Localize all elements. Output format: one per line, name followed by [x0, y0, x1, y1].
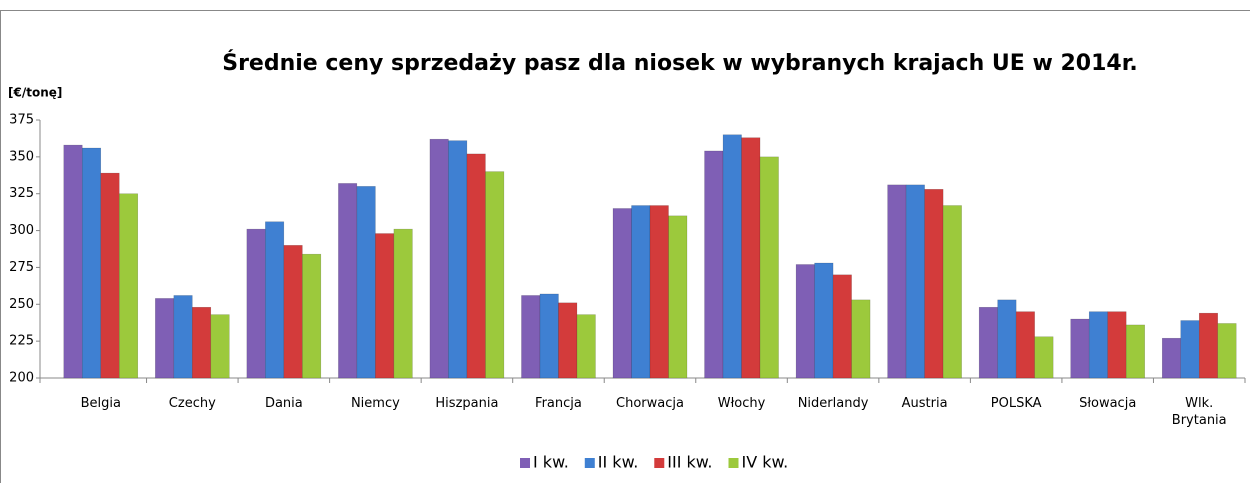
bar	[485, 171, 505, 379]
bar	[466, 153, 486, 379]
x-tick-label: Niderlandy	[797, 396, 869, 411]
bar	[302, 253, 322, 379]
bar	[375, 233, 395, 379]
bar	[1217, 323, 1237, 379]
bar	[173, 295, 193, 379]
bar	[887, 184, 907, 379]
legend-label: IV kw.	[742, 453, 789, 472]
x-tick-label: Francja	[535, 396, 582, 411]
bar	[978, 306, 998, 379]
x-tick-label: Czechy	[168, 396, 216, 411]
bar	[997, 299, 1017, 379]
bar	[795, 264, 815, 379]
bar	[448, 140, 468, 379]
y-tick-label: 250	[9, 297, 34, 312]
x-tick-label: Niemcy	[350, 396, 400, 411]
bar	[283, 245, 303, 379]
y-tick-label: 275	[9, 260, 34, 275]
x-tick-label: Dania	[264, 396, 303, 411]
x-tick-label: POLSKA	[990, 396, 1042, 411]
x-tick-label: Włochy	[717, 396, 766, 411]
legend-label: III kw.	[667, 453, 712, 472]
legend-swatch	[584, 458, 595, 468]
bar	[649, 205, 669, 379]
bar	[1088, 311, 1108, 379]
bar	[338, 183, 358, 379]
bar	[539, 293, 559, 379]
bar	[814, 262, 834, 379]
bar	[612, 208, 632, 379]
legend-label: I kw.	[533, 453, 569, 472]
bar	[704, 150, 724, 379]
x-tick-label: Słowacja	[1079, 396, 1137, 411]
bar	[119, 193, 139, 379]
bar	[722, 134, 742, 379]
bar	[631, 205, 651, 379]
chart-title: Średnie ceny sprzedaży pasz dla niosek w…	[222, 50, 1138, 76]
bar	[1125, 324, 1145, 379]
bar	[82, 147, 102, 379]
y-tick-label: 225	[9, 334, 34, 349]
y-tick-label: 375	[9, 113, 34, 128]
bar	[192, 306, 212, 379]
y-tick-label: 200	[9, 371, 34, 386]
chart-border	[0, 10, 1250, 483]
x-tick-label: Austria	[901, 396, 948, 411]
bar	[393, 228, 413, 379]
bar	[576, 314, 596, 379]
legend-swatch	[654, 458, 665, 468]
y-tick-label: 300	[9, 223, 34, 238]
bar	[246, 228, 266, 379]
y-tick-label: 350	[9, 149, 34, 164]
bar	[905, 184, 925, 379]
bar	[1198, 312, 1218, 379]
bar	[759, 156, 779, 379]
bar	[155, 298, 175, 379]
bar	[63, 144, 83, 379]
bar	[100, 172, 120, 379]
bar	[942, 205, 962, 379]
legend-swatch	[520, 458, 530, 468]
legend-label: II kw.	[598, 453, 639, 472]
bar	[851, 299, 871, 379]
bar	[1107, 311, 1127, 379]
bar	[265, 221, 285, 379]
legend-swatch	[728, 458, 739, 468]
bar	[521, 295, 541, 379]
bar	[1180, 320, 1200, 379]
x-tick-label: Chorwacja	[616, 396, 684, 411]
bar	[924, 189, 944, 379]
bar	[832, 274, 852, 379]
bar	[429, 138, 449, 379]
bar	[1070, 318, 1090, 379]
bar	[356, 186, 376, 379]
y-axis-label: [€/tonę]	[8, 86, 62, 100]
y-tick-label: 325	[9, 186, 34, 201]
x-tick-label: Wlk. Brytania	[1171, 396, 1227, 428]
x-tick-label: Belgia	[80, 396, 121, 411]
bar	[1161, 337, 1181, 379]
bar	[1034, 336, 1054, 379]
bar	[558, 302, 578, 379]
bar	[668, 215, 688, 379]
bar	[210, 314, 230, 379]
bar	[741, 137, 761, 379]
x-tick-label: Hiszpania	[435, 396, 499, 411]
bar	[1015, 311, 1035, 379]
